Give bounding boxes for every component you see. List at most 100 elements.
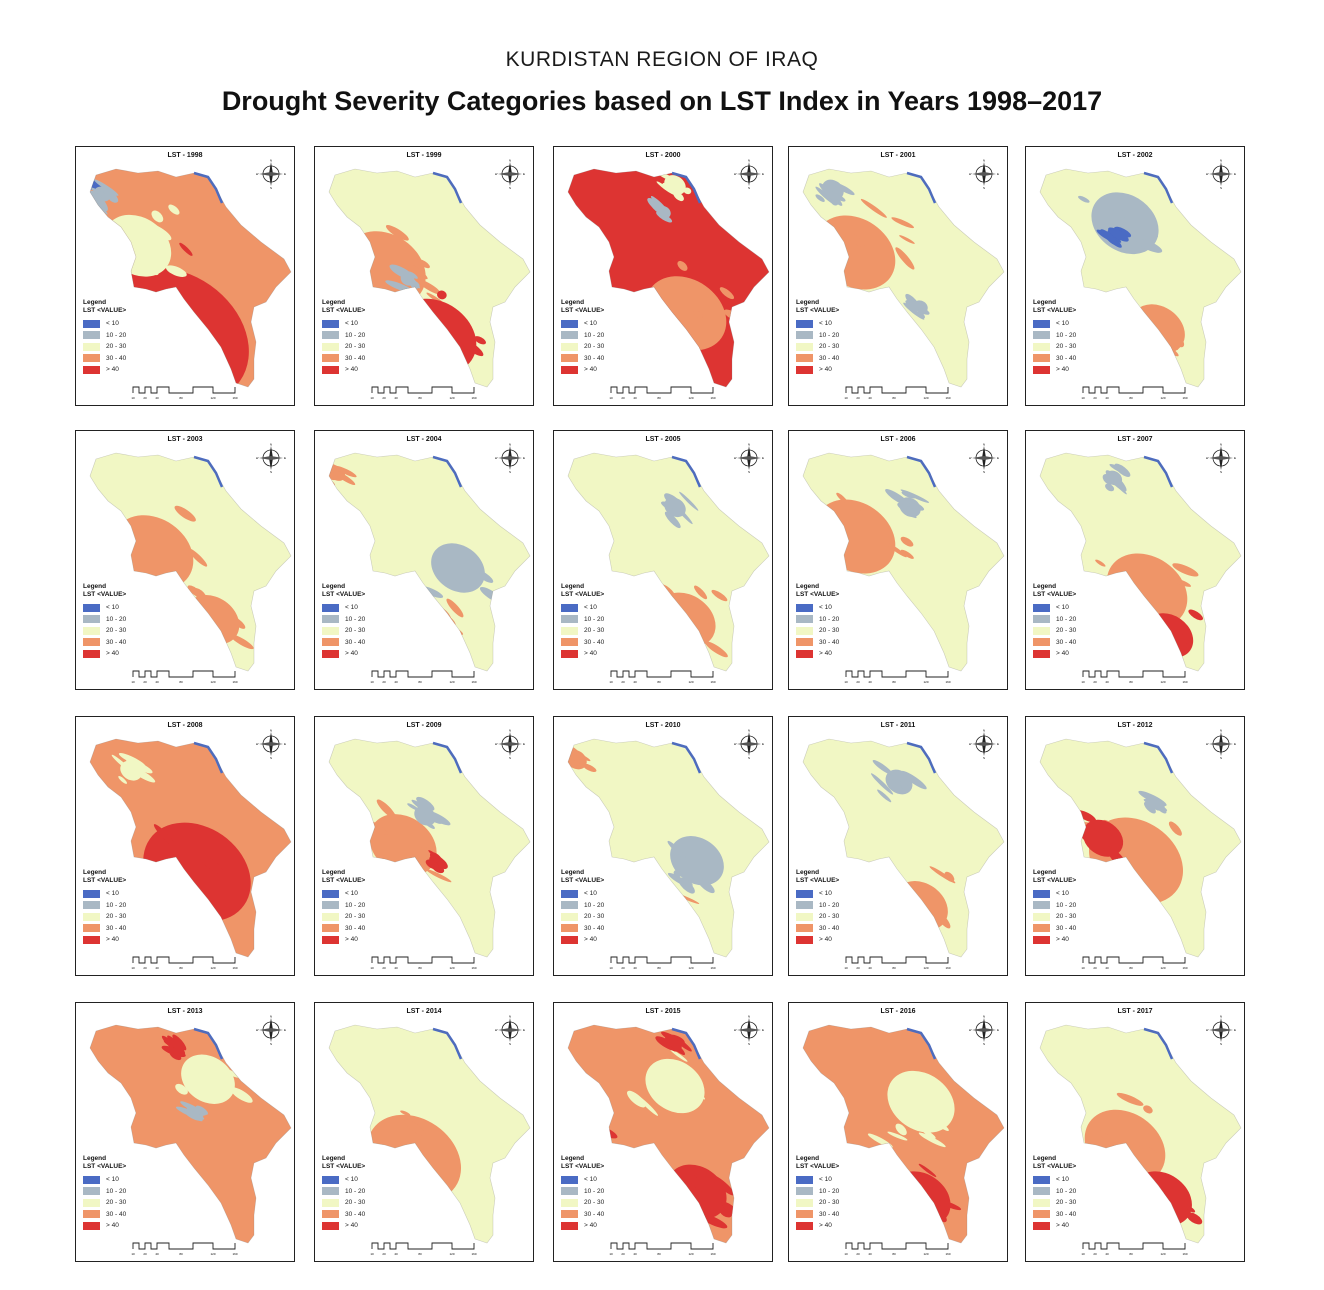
lst-streak — [212, 1065, 243, 1079]
lst-streak — [1092, 823, 1113, 836]
legend-item: > 40 — [83, 1220, 173, 1232]
lst-streak — [1116, 1092, 1144, 1106]
legend-label: 20 - 30 — [1056, 1199, 1077, 1207]
legend-swatch — [796, 342, 813, 351]
legend-item: 10 - 20 — [561, 1186, 651, 1198]
legend-label: 30 - 40 — [584, 924, 605, 932]
compass-label: N — [748, 1015, 750, 1019]
north-arrow-icon: N S E W — [495, 443, 525, 473]
scale-tick-label: 20 — [382, 680, 386, 684]
scale-tick-label: 120 — [923, 680, 928, 684]
legend-item: < 10 — [1033, 602, 1123, 614]
lst-streak — [673, 906, 683, 916]
legend-label: 30 - 40 — [819, 924, 840, 932]
legend-label: < 10 — [106, 604, 119, 612]
north-arrow-icon: N S E W — [256, 443, 286, 473]
legend: Legend LST <VALUE> < 10 10 - 20 20 - 30 30 - … — [1033, 299, 1123, 376]
lst-map-2004 — [328, 452, 531, 672]
legend-item: 20 - 30 — [83, 1197, 173, 1209]
lst-map-2017 — [1039, 1024, 1242, 1244]
compass-label: E — [523, 456, 525, 460]
legend-subtitle: LST <VALUE> — [796, 1163, 840, 1170]
legend-label: 30 - 40 — [106, 924, 127, 932]
map-title: LST - 2000 — [645, 152, 681, 159]
map-title: LST - 2010 — [645, 722, 681, 729]
legend-label: 20 - 30 — [106, 343, 127, 351]
legend-label: 10 - 20 — [819, 615, 840, 623]
lst-streak — [196, 1065, 213, 1076]
scale-tick-label: 20 — [143, 1252, 147, 1256]
compass-label: E — [284, 1028, 286, 1032]
legend-swatch — [561, 1198, 578, 1207]
lst-streak — [1170, 332, 1185, 348]
legend-label: < 10 — [345, 320, 358, 328]
scale-bar: 10 20 40 80 120 160 — [609, 386, 716, 400]
legend-title: Legend — [322, 583, 346, 590]
lst-streak — [583, 1127, 603, 1142]
legend-subtitle: LST <VALUE> — [561, 591, 605, 598]
legend-item: > 40 — [1033, 934, 1123, 946]
legend-swatch — [1033, 901, 1050, 910]
river-line — [906, 455, 937, 488]
scale-bar: 10 20 40 80 120 160 — [1081, 386, 1188, 400]
legend-subtitle: LST <VALUE> — [322, 307, 366, 314]
scale-tick-label: 80 — [892, 680, 896, 684]
scale-tick-label: 20 — [856, 396, 860, 400]
lst-map-2008 — [89, 738, 292, 958]
legend-label: > 40 — [106, 650, 119, 658]
legend-title: Legend — [1033, 869, 1057, 876]
river-line — [906, 171, 937, 204]
legend-label: 20 - 30 — [584, 913, 605, 921]
legend-item: < 10 — [1033, 888, 1123, 900]
legend: Legend LST <VALUE> < 10 10 - 20 20 - 30 30 - … — [322, 583, 412, 660]
legend-label: > 40 — [819, 366, 832, 374]
legend-item: > 40 — [322, 934, 412, 946]
legend-label: 10 - 20 — [584, 331, 605, 339]
north-arrow-icon: N S E W — [734, 729, 764, 759]
legend-label: 10 - 20 — [1056, 901, 1077, 909]
lst-streak — [1172, 563, 1199, 577]
legend: Legend LST <VALUE> < 10 10 - 20 20 - 30 30 - … — [1033, 583, 1123, 660]
legend-swatch — [1033, 912, 1050, 921]
region-outline — [328, 738, 531, 958]
legend-title: Legend — [83, 869, 107, 876]
north-arrow-icon: N S E W — [256, 1015, 286, 1045]
lst-streak — [831, 198, 840, 206]
legend-label: 20 - 30 — [345, 913, 366, 921]
lst-streak — [1114, 226, 1132, 238]
lst-streak — [161, 1045, 186, 1058]
lst-streak — [719, 287, 735, 300]
legend-subtitle: LST <VALUE> — [796, 591, 840, 598]
legend-item: 30 - 40 — [561, 1209, 651, 1221]
legend-swatch — [322, 626, 339, 635]
scale-bar: 10 20 40 80 120 160 — [131, 386, 238, 400]
legend-swatch — [322, 1175, 339, 1184]
lst-streak — [877, 789, 892, 803]
legend-swatch — [561, 354, 578, 363]
legend-label: > 40 — [1056, 936, 1069, 944]
compass-label: W — [495, 456, 498, 460]
scale-bar: 10 20 40 80 120 160 — [131, 956, 238, 970]
legend-title: Legend — [322, 869, 346, 876]
legend-item: 10 - 20 — [561, 330, 651, 342]
legend-label: > 40 — [106, 936, 119, 944]
lst-streak — [1105, 483, 1115, 492]
river-line — [193, 741, 224, 774]
lst-streak — [918, 308, 930, 315]
lst-streak — [174, 505, 196, 522]
compass-label: W — [734, 1028, 737, 1032]
lst-streak — [146, 223, 172, 241]
lst-streak — [376, 799, 397, 819]
legend-item: 20 - 30 — [796, 1197, 886, 1209]
scale-tick-label: 10 — [609, 1252, 613, 1256]
legend-item: 30 - 40 — [322, 923, 412, 935]
legend-label: 20 - 30 — [819, 913, 840, 921]
legend-swatch — [322, 1198, 339, 1207]
legend-swatch — [796, 331, 813, 340]
scale-tick-label: 160 — [945, 396, 950, 400]
legend-label: < 10 — [106, 320, 119, 328]
lst-streak — [407, 263, 428, 280]
north-arrow-icon: N S E W — [495, 159, 525, 189]
